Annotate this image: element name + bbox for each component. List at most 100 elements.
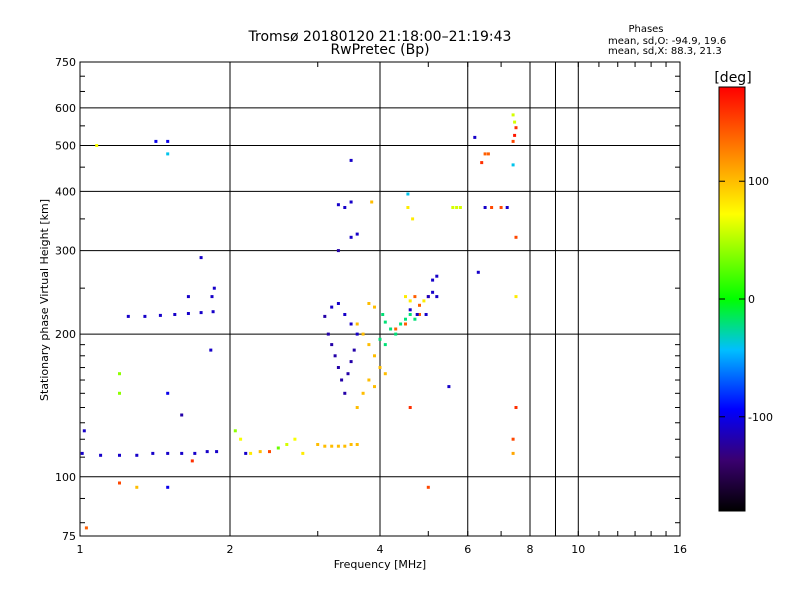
- data-point: [330, 343, 334, 347]
- data-point: [431, 290, 435, 294]
- data-point: [373, 354, 376, 358]
- y-tick-label: 300: [55, 245, 76, 258]
- data-point: [99, 453, 103, 457]
- y-tick-label: 100: [55, 471, 76, 484]
- y-tick-label: 750: [55, 56, 76, 69]
- data-point: [349, 360, 353, 364]
- y-axis-label: Stationary phase Virtual Height [km]: [38, 199, 51, 401]
- data-point: [511, 113, 515, 117]
- data-point: [336, 203, 340, 207]
- x-tick-label: 2: [227, 543, 234, 556]
- data-point: [514, 126, 518, 130]
- data-point: [415, 313, 419, 316]
- data-point: [330, 305, 334, 309]
- data-point: [233, 429, 237, 433]
- data-point: [418, 303, 421, 307]
- chart-title: Tromsø 20180120 21:18:00–21:19:43: [248, 29, 512, 45]
- data-point: [355, 443, 359, 446]
- data-point: [349, 200, 353, 204]
- colorbar-label: [deg]: [714, 70, 751, 86]
- colorbar-tick-label: 100: [748, 175, 769, 188]
- y-tick-label: 75: [62, 530, 76, 543]
- data-point: [370, 200, 374, 204]
- data-point: [408, 313, 412, 316]
- data-point: [367, 302, 371, 305]
- data-point: [514, 235, 518, 239]
- data-point: [458, 206, 462, 209]
- x-tick-label: 10: [571, 543, 585, 556]
- data-point: [340, 378, 344, 382]
- data-point: [513, 120, 517, 124]
- data-point: [505, 206, 509, 209]
- data-point: [330, 444, 334, 448]
- y-tick-label: 500: [55, 139, 76, 152]
- data-point: [378, 366, 382, 369]
- data-point: [244, 451, 248, 455]
- data-point: [476, 270, 480, 274]
- data-point: [455, 206, 459, 209]
- data-point: [326, 332, 330, 336]
- chart-subtitle: RwPretec (Bp): [330, 42, 429, 58]
- data-point: [166, 391, 170, 395]
- data-point: [486, 152, 490, 156]
- data-point: [336, 366, 340, 369]
- data-point: [301, 451, 305, 455]
- x-axis-ticks: 1 2 4 6 8 10 16: [77, 62, 687, 556]
- y-axis-ticks: 75 100 200 300 400 500 600 750: [55, 56, 680, 543]
- y-tick-label: 200: [55, 328, 76, 341]
- x-tick-label: 8: [527, 543, 534, 556]
- data-point: [210, 295, 214, 299]
- data-point: [166, 152, 170, 156]
- data-point: [336, 249, 340, 253]
- data-point: [211, 310, 215, 314]
- data-point: [190, 459, 194, 463]
- data-point: [435, 295, 439, 299]
- data-point: [346, 372, 350, 376]
- data-point: [336, 444, 340, 448]
- x-tick-label: 6: [464, 543, 471, 556]
- data-point: [199, 311, 203, 315]
- data-point: [404, 322, 407, 326]
- data-point: [426, 295, 430, 299]
- data-point: [166, 451, 170, 455]
- data-point: [249, 451, 253, 455]
- colorbar-ticks: 100 0 -100: [719, 175, 773, 424]
- data-point: [424, 313, 428, 316]
- data-point: [373, 385, 376, 389]
- data-point: [205, 450, 209, 454]
- data-point: [499, 206, 503, 209]
- data-point: [199, 256, 203, 260]
- data-point: [343, 391, 347, 395]
- data-point: [349, 158, 353, 162]
- data-point: [212, 286, 216, 290]
- data-point: [215, 450, 219, 454]
- data-point: [383, 320, 387, 324]
- data-point: [514, 406, 518, 409]
- data-point: [383, 343, 387, 347]
- data-point: [451, 206, 455, 209]
- data-point: [480, 161, 484, 165]
- data-point: [361, 332, 365, 336]
- data-point: [158, 313, 162, 317]
- x-axis-label: Frequency [MHz]: [334, 558, 426, 571]
- data-point: [394, 327, 398, 331]
- data-point: [511, 451, 515, 455]
- data-point: [404, 295, 407, 299]
- data-point: [82, 429, 86, 433]
- data-point: [513, 133, 517, 137]
- data-point: [408, 299, 412, 303]
- colorbar-tick-label: -100: [748, 411, 773, 424]
- data-point: [383, 372, 387, 376]
- data-point: [84, 526, 88, 530]
- data-point: [413, 295, 417, 299]
- data-point: [514, 295, 518, 299]
- data-point: [118, 453, 121, 457]
- x-tick-label: 4: [377, 543, 384, 556]
- phases-x-stats: mean, sd,X: 88.3, 21.3: [608, 46, 722, 57]
- colorbar-tick-label: 0: [748, 293, 755, 306]
- data-point: [490, 206, 494, 209]
- y-tick-label: 600: [55, 102, 76, 115]
- data-point: [361, 391, 365, 395]
- grid-lines: [80, 62, 680, 536]
- data-point: [151, 451, 155, 455]
